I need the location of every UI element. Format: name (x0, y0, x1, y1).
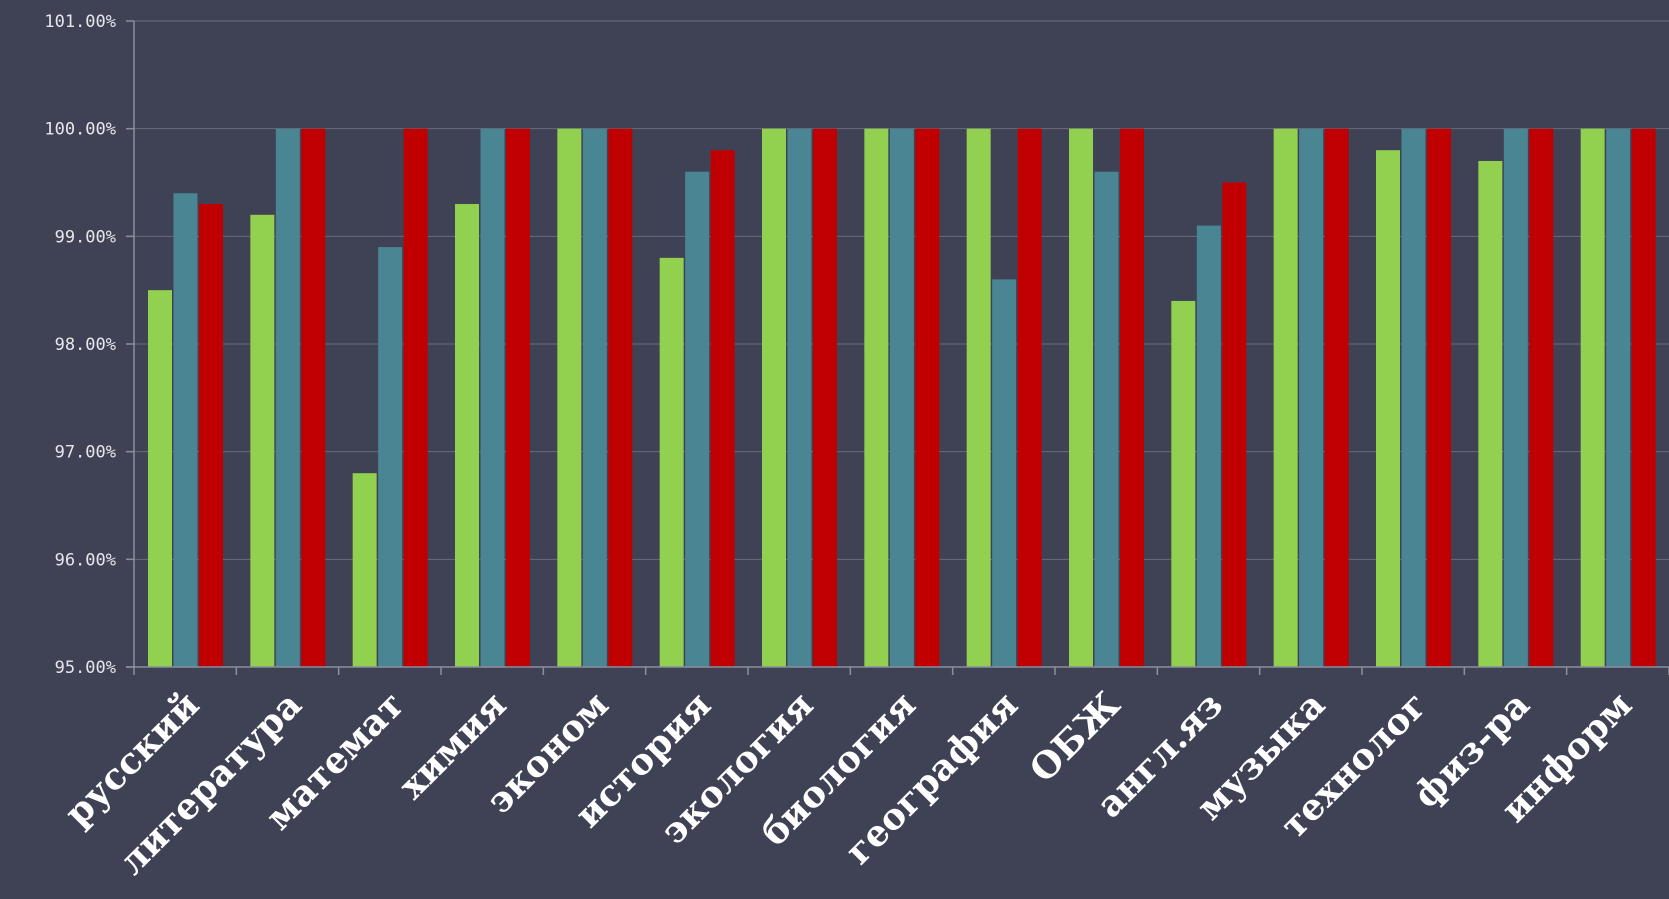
bar (378, 247, 403, 667)
bars (148, 128, 1656, 668)
y-tick-label: 100.00% (44, 120, 116, 140)
x-tick-labels: русскийлитератураматематхимияэкономистор… (57, 684, 1641, 883)
y-tick-label: 101.00% (44, 12, 116, 32)
bar (403, 128, 428, 667)
bar (1529, 128, 1554, 667)
bar (1401, 128, 1426, 667)
bar (762, 128, 786, 667)
bar (301, 128, 326, 667)
bar (1580, 128, 1605, 667)
bar (250, 214, 275, 668)
y-tick-labels: 95.00% 96.00% 97.00% 98.00% 99.00% 100.00% 101… (44, 12, 116, 678)
bar (1631, 128, 1656, 667)
axes (126, 20, 1669, 675)
bar (915, 128, 940, 667)
bar (1324, 128, 1349, 667)
bar (148, 290, 172, 667)
bar (1069, 128, 1093, 667)
bar (506, 128, 530, 667)
bar (966, 128, 991, 667)
y-tick-label: 97.00% (55, 443, 116, 463)
bar (1376, 150, 1400, 667)
bar (275, 128, 300, 667)
bar (1017, 128, 1042, 667)
bar (557, 128, 582, 667)
bar (173, 193, 198, 667)
bar (787, 128, 812, 667)
y-tick-label: 95.00% (55, 658, 116, 678)
y-tick-label: 98.00% (55, 335, 116, 355)
bar (480, 128, 505, 667)
bar (1478, 160, 1503, 667)
bar (608, 128, 633, 667)
bar (864, 128, 889, 667)
bar (889, 128, 914, 667)
bar (1273, 128, 1298, 667)
bar (1120, 128, 1144, 667)
bar (1299, 128, 1324, 667)
bar (352, 473, 377, 667)
bar (582, 128, 607, 667)
bar (1171, 300, 1196, 667)
bar (1196, 225, 1221, 668)
bar (1222, 182, 1247, 667)
y-tick-label: 96.00% (55, 550, 116, 570)
x-tick-label: литература (111, 684, 310, 883)
y-tick-label: 99.00% (55, 227, 116, 247)
bar (1503, 128, 1528, 667)
bar (992, 279, 1017, 667)
bar (813, 128, 837, 667)
bar (710, 150, 735, 667)
bar (1606, 128, 1631, 667)
bar (455, 204, 479, 668)
bar (659, 257, 684, 667)
bar (685, 171, 710, 667)
bar (1094, 171, 1119, 667)
bar (1427, 128, 1451, 667)
bar (199, 204, 223, 668)
